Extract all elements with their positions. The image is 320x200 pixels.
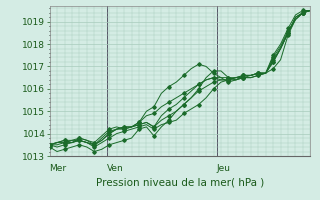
Text: Mer: Mer [50,164,67,173]
X-axis label: Pression niveau de la mer( hPa ): Pression niveau de la mer( hPa ) [96,177,264,187]
Text: Jeu: Jeu [217,164,230,173]
Text: Ven: Ven [107,164,124,173]
